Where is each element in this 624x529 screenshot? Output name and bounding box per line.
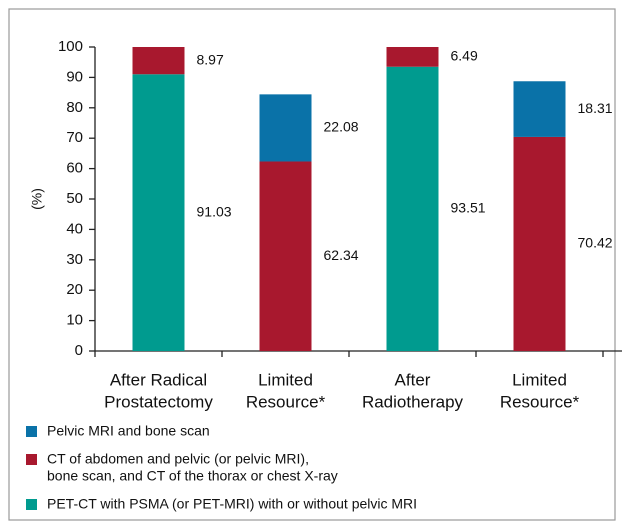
x-tick-label: Limited (258, 370, 313, 389)
x-tick-label: Limited (512, 370, 567, 389)
data-label: 91.03 (197, 203, 232, 219)
legend-swatch (26, 454, 37, 465)
data-label: 6.49 (451, 48, 478, 64)
y-tick-label: 100 (58, 38, 83, 55)
data-label: 18.31 (578, 100, 613, 116)
data-label: 93.51 (451, 200, 486, 216)
y-tick-label: 80 (66, 99, 83, 116)
bar-segment (132, 47, 185, 75)
y-tick-label: 0 (75, 342, 83, 359)
x-tick-label: After (395, 370, 431, 389)
legend-swatch (26, 499, 37, 510)
bar-segment (259, 161, 312, 351)
y-tick-label: 90 (66, 68, 83, 85)
legend-label: CT of abdomen and pelvic (or pelvic MRI)… (47, 451, 309, 467)
y-tick-label: 10 (66, 312, 83, 329)
y-tick-label: 30 (66, 251, 83, 268)
y-axis-label: (%) (29, 188, 45, 210)
legend-swatch (26, 426, 37, 437)
frame (8, 8, 616, 521)
bar-segment (513, 81, 566, 137)
data-label: 8.97 (197, 51, 224, 67)
bar-segment (132, 74, 185, 351)
data-label: 70.42 (578, 235, 613, 251)
y-tick-label: 60 (66, 160, 83, 177)
bar-segment (513, 136, 566, 351)
x-tick-label: After Radical (110, 370, 207, 389)
data-label: 22.08 (324, 119, 359, 135)
x-tick-label: Resource* (500, 392, 580, 411)
legend-label: Pelvic MRI and bone scan (47, 423, 210, 439)
y-tick-label: 70 (66, 129, 83, 146)
bar-segment (386, 47, 439, 67)
x-tick-label: Resource* (246, 392, 326, 411)
bar-segment (259, 94, 312, 162)
y-tick-label: 40 (66, 220, 83, 237)
data-label: 62.34 (324, 247, 359, 263)
legend-label: bone scan, and CT of the thorax or chest… (47, 468, 338, 484)
x-tick-label: Radiotherapy (362, 392, 464, 411)
y-tick-label: 20 (66, 281, 83, 298)
x-tick-label: Prostatectomy (104, 392, 213, 411)
bar-segment (386, 66, 439, 351)
legend-label: PET-CT with PSMA (or PET-MRI) with or wi… (47, 496, 417, 512)
y-tick-label: 50 (66, 190, 83, 207)
